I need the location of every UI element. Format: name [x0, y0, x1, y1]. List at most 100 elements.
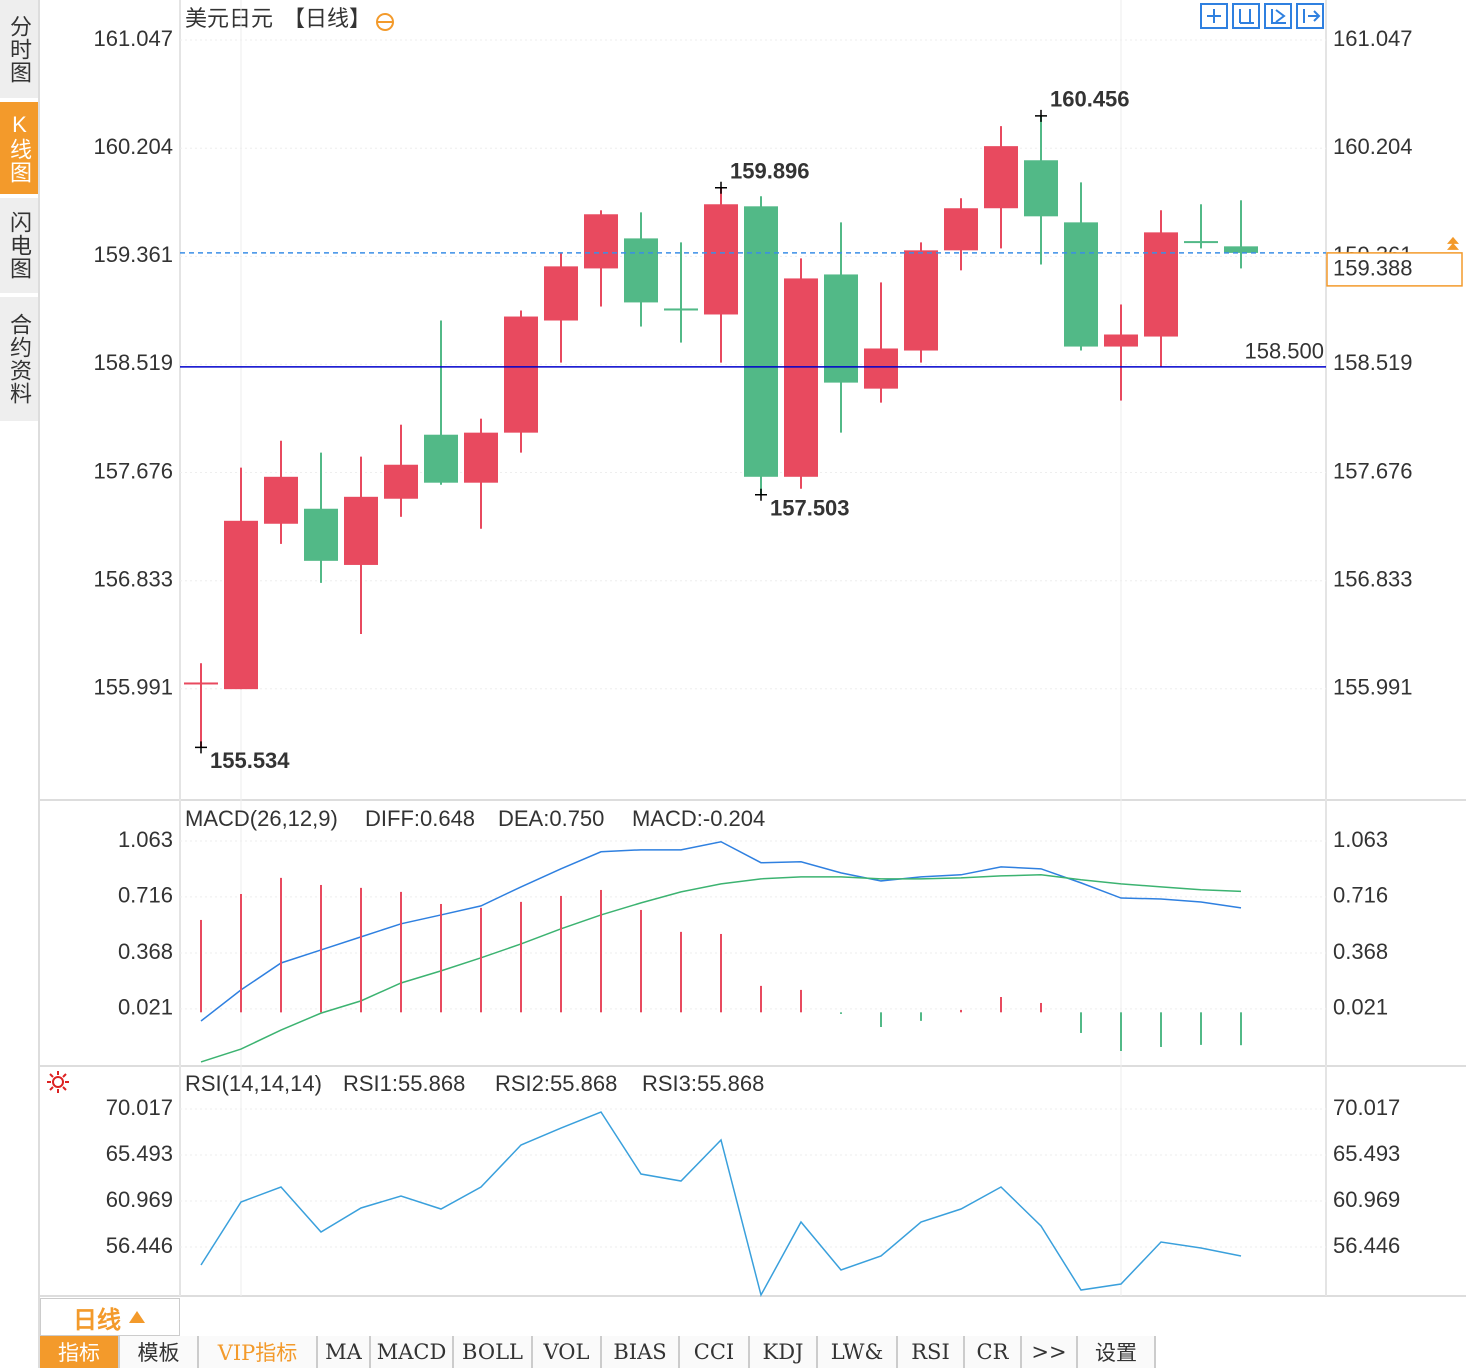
y-tick-label-right: 0.368 [1333, 939, 1388, 964]
y-tick-label-right: 60.969 [1333, 1187, 1400, 1212]
toolbar-button[interactable]: CR [965, 1336, 1022, 1368]
candle-body [944, 208, 978, 251]
extreme-marker [1035, 109, 1047, 122]
y-tick-label-right: 156.833 [1333, 567, 1413, 592]
sidebar-tab[interactable]: K线图 [0, 102, 38, 194]
toolbar-button[interactable]: KDJ [750, 1336, 818, 1368]
y-tick-label-right: 65.493 [1333, 1141, 1400, 1166]
extreme-marker [715, 181, 727, 194]
extreme-marker [755, 488, 767, 501]
candle-body [344, 496, 378, 565]
legend-entry: DEA:0.750 [498, 806, 604, 831]
candle-body [904, 250, 938, 351]
toolbar-button[interactable]: 模板 [120, 1336, 199, 1368]
legend-entry: DIFF:0.648 [365, 806, 475, 831]
candle-body [584, 214, 618, 269]
extreme-label: 155.534 [210, 748, 290, 773]
y-tick-label-left: 70.017 [106, 1095, 173, 1120]
y-tick-label-right: 1.063 [1333, 827, 1388, 852]
candle-body [224, 520, 258, 690]
toolbar-button[interactable]: MA [318, 1336, 371, 1368]
candle-body [264, 476, 298, 524]
period-button[interactable]: 日线 [40, 1298, 180, 1336]
series-line [200, 874, 1242, 1063]
y-tick-label-left: 65.493 [106, 1141, 173, 1166]
y-tick-label-left: 159.361 [93, 242, 173, 267]
sidebar-tab[interactable]: 闪电图 [0, 198, 38, 293]
toolbar-button[interactable]: 设置 [1078, 1336, 1156, 1368]
y-tick-label-left: 157.676 [93, 458, 173, 483]
toolbar-button[interactable]: MACD [371, 1336, 454, 1368]
y-tick-label-left: 1.063 [118, 827, 173, 852]
candle-body [824, 274, 858, 383]
zoom-icon[interactable] [376, 13, 394, 31]
toolbar-button[interactable]: BIAS [602, 1336, 680, 1368]
candle-body [384, 464, 418, 499]
top-icons[interactable] [1200, 3, 1324, 29]
y-tick-label-left: 161.047 [93, 26, 173, 51]
extreme-label: 159.896 [730, 159, 810, 184]
candle-body [1144, 232, 1178, 337]
y-tick-label-left: 0.368 [118, 939, 173, 964]
sidebar: 分时图 K线图闪电图合约资料 [0, 0, 40, 1368]
y-tick-label-right: 157.676 [1333, 458, 1413, 483]
price-arrow [1447, 236, 1459, 250]
y-tick-label-right: 158.519 [1333, 350, 1413, 375]
y-tick-label-left: 156.833 [93, 567, 173, 592]
indicator-title: RSI(14,14,14) [185, 1071, 322, 1096]
chart-title: 美元日元 [185, 6, 273, 31]
candle-body [1224, 246, 1258, 253]
y-tick-label-right: 161.047 [1333, 26, 1413, 51]
extreme-marker [195, 741, 207, 754]
y-tick-label-right: 160.204 [1333, 134, 1413, 159]
toolbar-button[interactable]: BOLL [454, 1336, 533, 1368]
legend-entry: RSI1:55.868 [343, 1071, 465, 1096]
sidebar-tab[interactable]: 合约资料 [0, 297, 38, 421]
candle-body [664, 308, 698, 311]
toolbar-button[interactable]: VIP指标 [199, 1336, 318, 1368]
y-tick-label-right: 0.716 [1333, 883, 1388, 908]
toolbar-button[interactable]: >> [1022, 1336, 1078, 1368]
candle-body [504, 316, 538, 433]
horizontal-line-label: 158.500 [1244, 339, 1324, 364]
legend-entry: MACD:-0.204 [632, 806, 765, 831]
legend-entry: RSI2:55.868 [495, 1071, 617, 1096]
candle-body [744, 206, 778, 477]
candle-body [1064, 222, 1098, 347]
toolbar-button[interactable]: LW& [818, 1336, 898, 1368]
candle-body [184, 682, 218, 685]
y-tick-label-right: 0.021 [1333, 995, 1388, 1020]
rsi-settings-icon[interactable] [47, 1071, 69, 1093]
period-arrow [129, 1311, 145, 1323]
y-tick-label-left: 56.446 [106, 1233, 173, 1258]
y-tick-label-left: 160.204 [93, 134, 173, 159]
y-tick-label-right: 56.446 [1333, 1233, 1400, 1258]
extreme-label: 160.456 [1050, 87, 1130, 112]
candle-body [984, 146, 1018, 209]
legend-entry: RSI3:55.868 [642, 1071, 764, 1096]
toolbar-button[interactable]: VOL [533, 1336, 602, 1368]
sidebar-tab[interactable]: 分时图 [0, 0, 38, 98]
chart-period: 【日线】 [283, 6, 371, 31]
y-tick-label-left: 0.021 [118, 995, 173, 1020]
toolbar-button[interactable]: RSI [898, 1336, 965, 1368]
candle-body [704, 204, 738, 315]
y-tick-label-left: 158.519 [93, 350, 173, 375]
candle-body [1184, 241, 1218, 244]
toolbar-button[interactable]: 指标 [40, 1336, 120, 1368]
candle-body [624, 238, 658, 303]
y-tick-label-left: 0.716 [118, 883, 173, 908]
y-tick-label-left: 60.969 [106, 1187, 173, 1212]
candle-body [1104, 334, 1138, 347]
current-price-box [1326, 252, 1463, 287]
y-tick-label-right: 155.991 [1333, 675, 1413, 700]
toolbar-button[interactable]: CCI [680, 1336, 750, 1368]
chart: 161.047 161.047 160.204 160.204 159.361 159.3… [38, 0, 1466, 1298]
current-price-label: 159.388 [1333, 256, 1413, 281]
candle-body [464, 432, 498, 483]
extreme-label: 157.503 [770, 496, 850, 521]
indicator-title: MACD(26,12,9) [185, 806, 338, 831]
candle-body [864, 348, 898, 389]
candle-body [544, 266, 578, 321]
